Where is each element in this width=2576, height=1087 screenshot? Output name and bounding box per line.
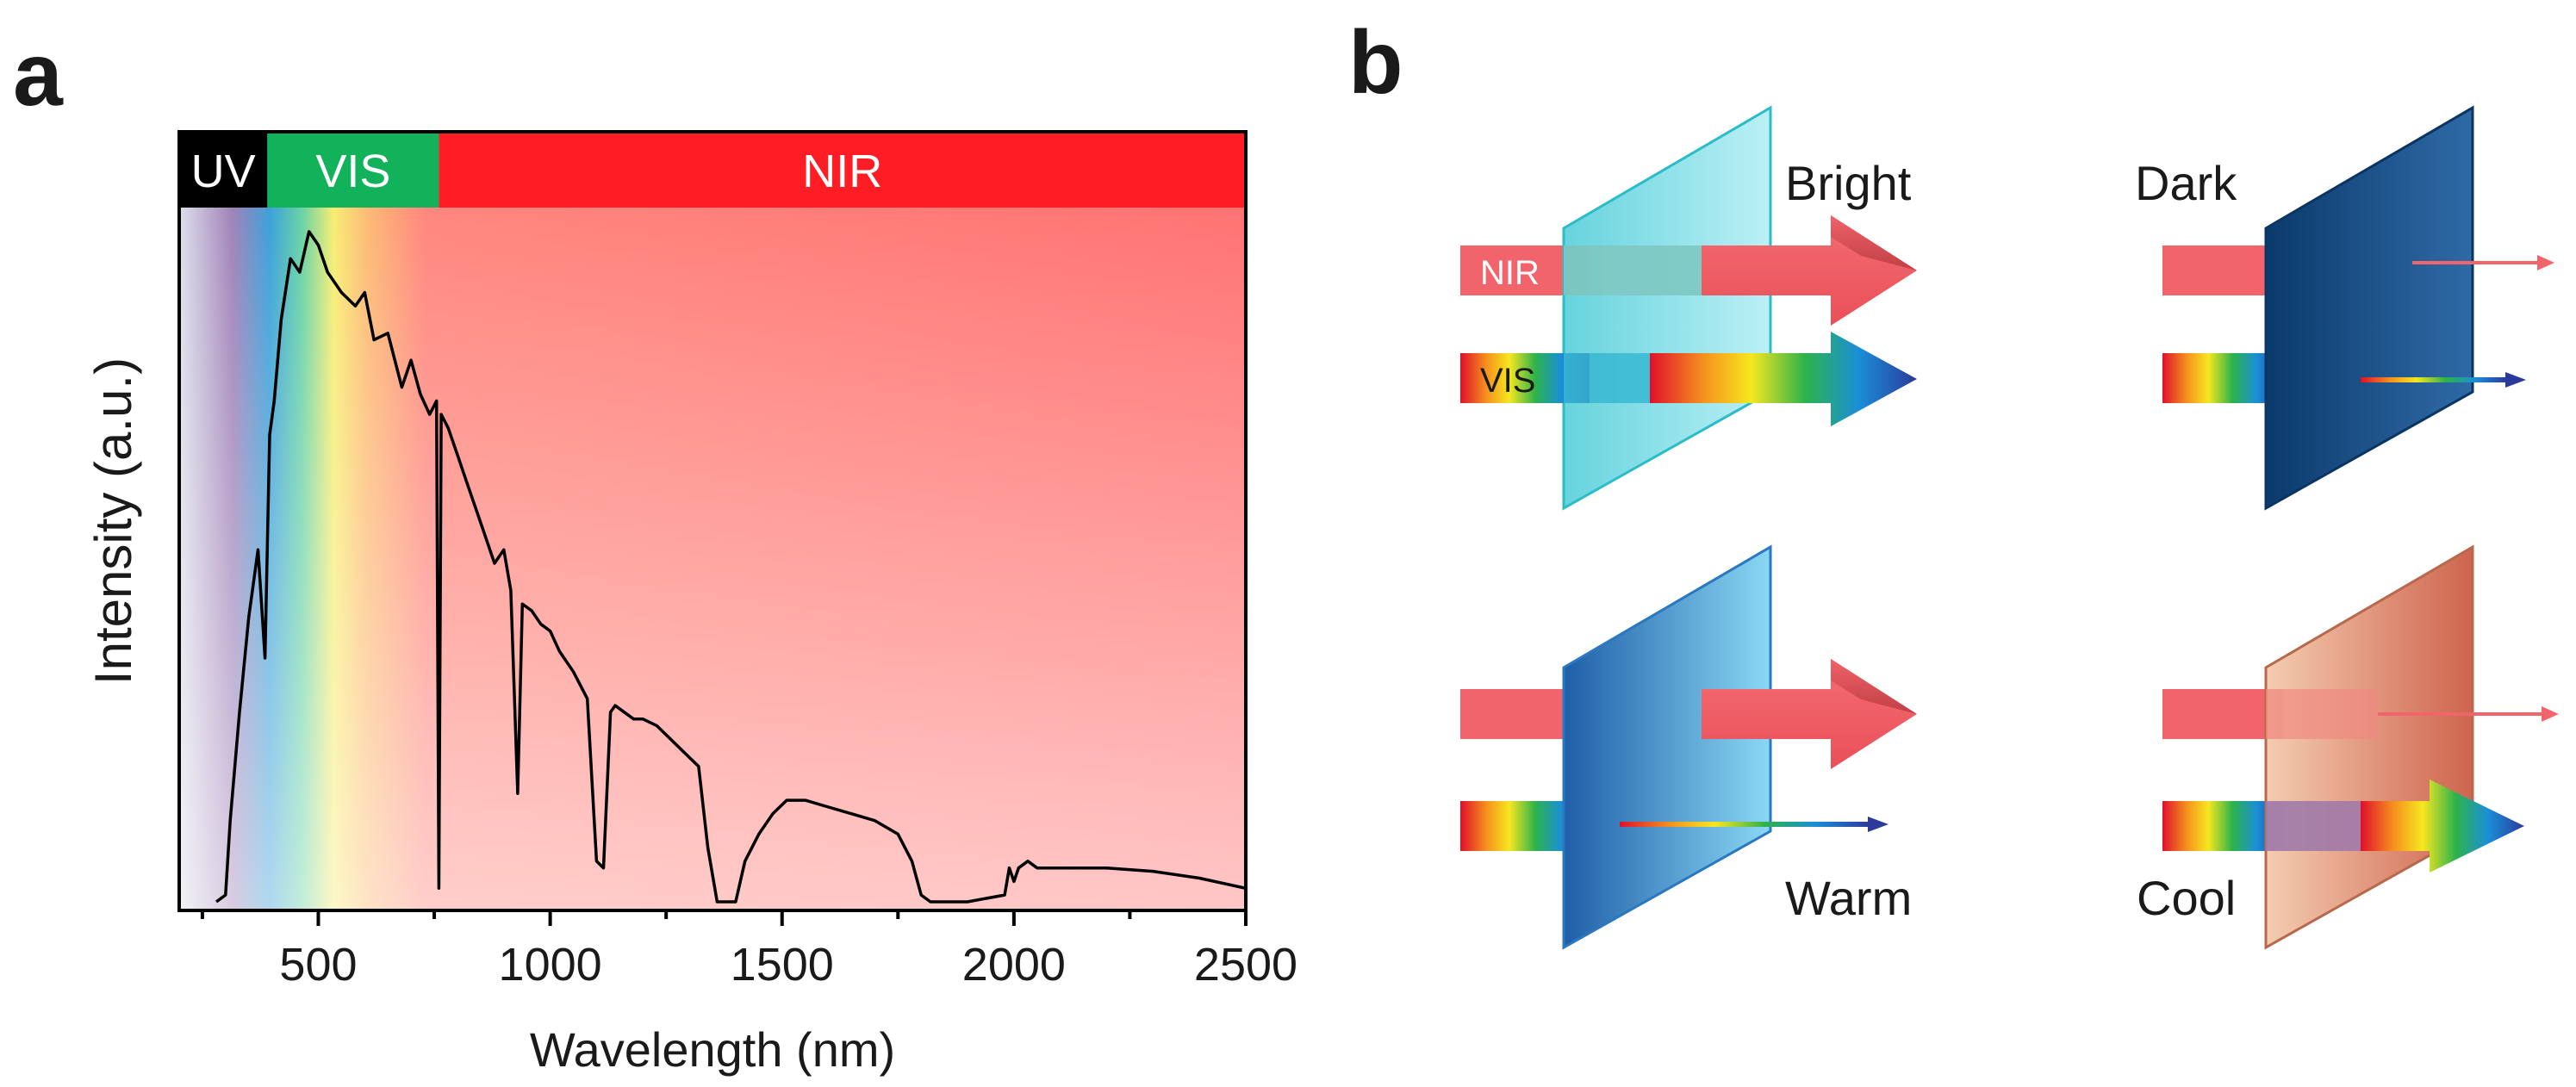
x-tick-label: 2000 [962, 939, 1066, 991]
vis-beam-in-pane [2266, 801, 2361, 851]
vis-weak-transmitted-arrow [1620, 822, 1870, 827]
window-dark: Dark [2135, 105, 2554, 511]
nir-label: NIR [1480, 254, 1540, 292]
window-pane-warm [1562, 544, 1772, 950]
vis-incident-beam [2162, 353, 2283, 403]
state-label-warm: Warm [1785, 871, 1912, 925]
nir-incident-beam [2162, 245, 2283, 295]
window-bright: NIR VIS Bright [1460, 105, 1917, 511]
window-warm: Warm [1460, 544, 1917, 950]
uv-label: UV [191, 146, 256, 197]
vis-weak-arrow-head [1868, 817, 1888, 832]
nir-beam-in-pane [2266, 689, 2378, 739]
nir-band [439, 132, 1246, 208]
spectrum-chart: UV VIS NIR 500 1000 1500 2000 2500 Wavelengt… [84, 130, 1297, 1077]
nir-weak-arrow-head [2537, 255, 2554, 270]
vis-weak-transmitted-arrow [2361, 377, 2507, 382]
x-tick-label: 2500 [1194, 939, 1297, 991]
nir-arrow-tip-shade [1831, 215, 1917, 270]
x-axis-ticks [200, 910, 1248, 926]
window-pane-bright [1562, 105, 1772, 511]
x-tick-label: 500 [279, 939, 357, 991]
x-tick-label: 1000 [499, 939, 602, 991]
vis-incident-beam [2162, 801, 2283, 851]
window-pane-dark [2264, 105, 2474, 511]
nir-beam-in-pane [1564, 245, 1706, 295]
x-axis-label: Wavelength (nm) [530, 1022, 895, 1077]
x-tick-label: 1500 [731, 939, 834, 991]
nir-label: NIR [802, 146, 882, 197]
vis-beam-in-pane [1564, 353, 1650, 403]
plot-frame [177, 130, 1248, 912]
plot-fade [179, 132, 1246, 910]
nir-weak-arrow-head [2542, 706, 2559, 722]
vis-transmitted-arrow [1650, 332, 1917, 426]
vis-weak-arrow-head [2505, 372, 2526, 388]
spectrum-line [215, 230, 1246, 904]
vis-transmitted-arrow [2361, 780, 2524, 873]
nir-incident-beam [2162, 689, 2283, 739]
panel-a-label: a [13, 25, 64, 125]
state-label-bright: Bright [1785, 156, 1912, 210]
vis-label: VIS [315, 146, 390, 197]
nir-arrow-tip-shade [1831, 659, 1917, 714]
x-axis-tick-labels: 500 1000 1500 2000 2500 [279, 939, 1297, 991]
vis-label: VIS [1480, 362, 1535, 400]
y-axis-label: Intensity (a.u.) [84, 357, 142, 685]
state-label-cool: Cool [2137, 871, 2236, 925]
state-label-dark: Dark [2135, 156, 2237, 210]
vis-band [267, 132, 439, 208]
uv-band [179, 132, 268, 208]
panel-b-label: b [1348, 13, 1403, 113]
window-cool: Cool [2137, 544, 2559, 950]
window-pane-cool [2264, 544, 2474, 950]
